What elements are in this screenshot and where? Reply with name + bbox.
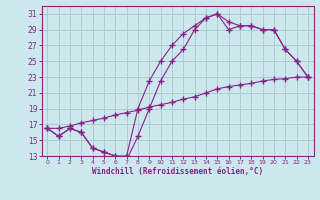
X-axis label: Windchill (Refroidissement éolien,°C): Windchill (Refroidissement éolien,°C) [92,167,263,176]
